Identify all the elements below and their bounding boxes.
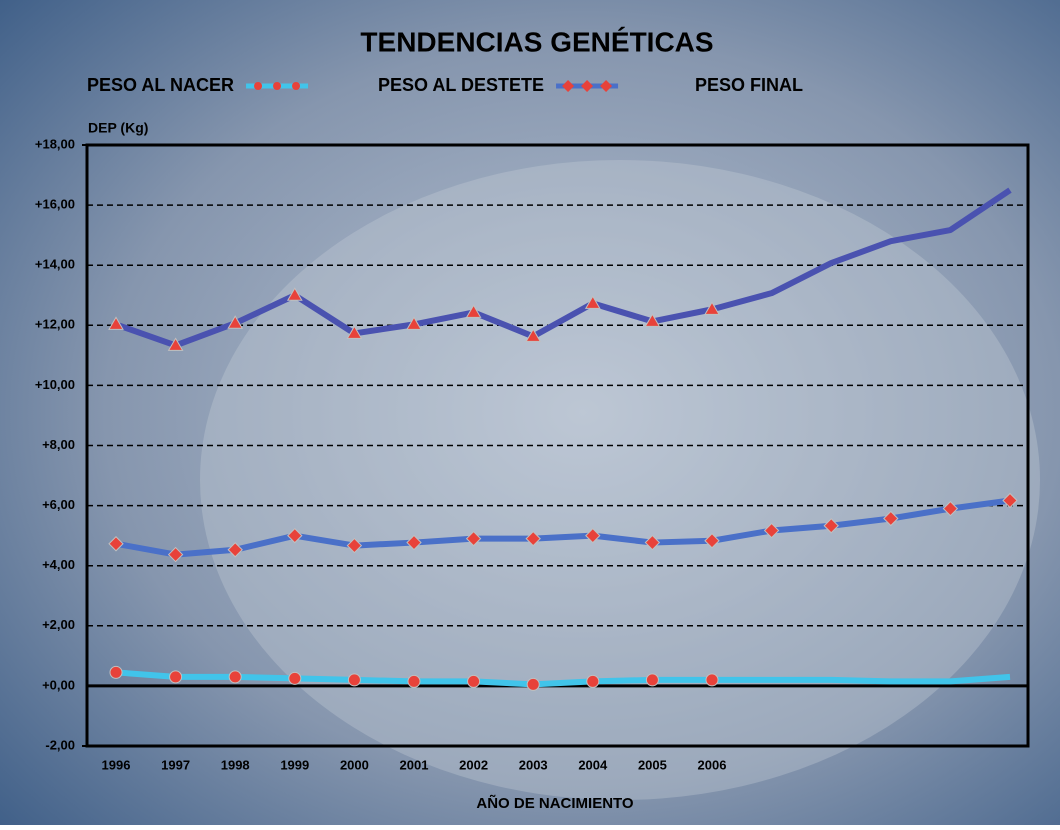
x-axis-label: AÑO DE NACIMIENTO — [476, 794, 634, 812]
marker — [110, 666, 122, 678]
x-tick-label: 2001 — [400, 757, 429, 772]
x-tick-label: 1998 — [221, 757, 250, 772]
marker — [170, 671, 182, 683]
x-tick-label: 1997 — [161, 757, 190, 772]
legend-label: PESO FINAL — [695, 75, 803, 95]
legend-marker — [254, 82, 262, 90]
y-tick-label: +2,00 — [42, 617, 75, 632]
y-tick-label: +4,00 — [42, 557, 75, 572]
marker — [646, 674, 658, 686]
y-tick-label: -2,00 — [45, 737, 75, 752]
x-tick-label: 2005 — [638, 757, 667, 772]
legend-marker — [273, 82, 281, 90]
x-tick-label: 1996 — [102, 757, 131, 772]
marker — [587, 675, 599, 687]
x-tick-label: 2006 — [698, 757, 727, 772]
y-tick-label: +14,00 — [35, 257, 75, 272]
x-tick-label: 2002 — [459, 757, 488, 772]
y-tick-label: +8,00 — [42, 437, 75, 452]
background-shape — [200, 160, 1040, 800]
chart: TENDENCIAS GENÉTICAS DEP (Kg) AÑO DE NAC… — [0, 0, 1060, 825]
page: TENDENCIAS GENÉTICAS DEP (Kg) AÑO DE NAC… — [0, 0, 1060, 830]
y-tick-label: +10,00 — [35, 377, 75, 392]
y-axis-label: DEP (Kg) — [88, 120, 148, 136]
legend-marker — [292, 82, 300, 90]
x-tick-label: 2004 — [578, 757, 608, 772]
marker — [468, 675, 480, 687]
y-tick-label: +6,00 — [42, 497, 75, 512]
legend-label: PESO AL DESTETE — [378, 75, 544, 95]
legend-label: PESO AL NACER — [87, 75, 234, 95]
marker — [229, 671, 241, 683]
chart-title: TENDENCIAS GENÉTICAS — [360, 26, 713, 57]
marker — [408, 675, 420, 687]
marker — [706, 674, 718, 686]
x-tick-label: 2000 — [340, 757, 369, 772]
y-tick-label: +0,00 — [42, 677, 75, 692]
y-tick-label: +16,00 — [35, 197, 75, 212]
marker — [289, 672, 301, 684]
y-tick-label: +18,00 — [35, 136, 75, 151]
marker — [527, 678, 539, 690]
x-tick-label: 1999 — [280, 757, 309, 772]
y-tick-label: +12,00 — [35, 317, 75, 332]
marker — [348, 674, 360, 686]
x-tick-label: 2003 — [519, 757, 548, 772]
